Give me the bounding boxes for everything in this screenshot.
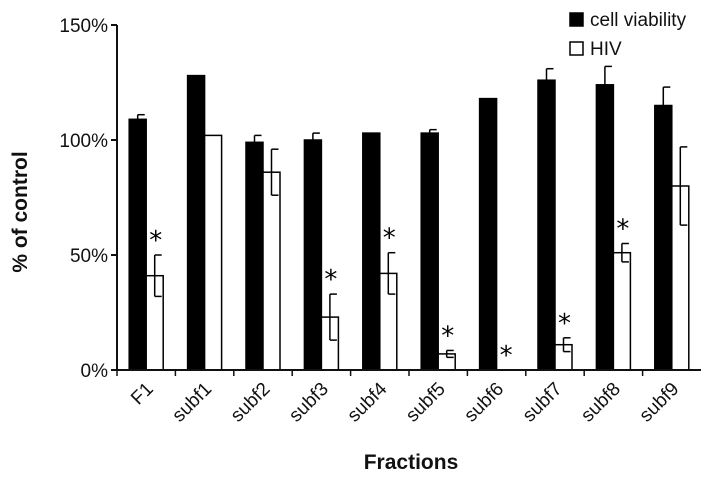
x-axis-title: Fractions bbox=[364, 451, 459, 474]
bar-cell-viability-subf2 bbox=[245, 141, 264, 371]
bar-hiv-subf8 bbox=[612, 251, 632, 371]
x-tick-label-subf2: subf2 bbox=[227, 379, 275, 427]
x-tick-label-f1: F1 bbox=[127, 379, 158, 410]
bar-hiv-subf1 bbox=[203, 134, 223, 371]
significance-markers: * * * * * * * bbox=[149, 215, 629, 372]
x-tick-label-subf6: subf6 bbox=[460, 379, 508, 427]
x-axis-tick-labels: F1 subf1 subf2 subf3 subf4 subf5 subf6 subf7 sub… bbox=[116, 370, 684, 427]
legend-label-cell-viability: cell viability bbox=[590, 10, 687, 31]
bar-cell-viability-subf7 bbox=[537, 79, 556, 371]
bar-cell-viability-subf6 bbox=[478, 97, 498, 371]
x-tick-label-subf8: subf8 bbox=[577, 379, 625, 427]
bar-cell-viability-subf3 bbox=[303, 139, 323, 371]
bar-hiv-subf2 bbox=[262, 171, 281, 371]
bar-cell-viability-subf8 bbox=[595, 84, 615, 371]
y-axis-title: % of control bbox=[9, 151, 32, 272]
x-tick-label-subf4: subf4 bbox=[344, 378, 392, 426]
x-tick-label-subf9: subf9 bbox=[636, 379, 684, 427]
bar-cell-viability-subf5 bbox=[420, 132, 439, 371]
legend-swatch-cell-viability bbox=[569, 12, 584, 27]
bar-cell-viability-subf4 bbox=[362, 132, 381, 371]
significance-star-f1: * bbox=[149, 226, 162, 256]
significance-star-subf7: * bbox=[558, 309, 571, 339]
bar-cell-viability-subf1 bbox=[186, 74, 206, 371]
y-tick-label: 150% bbox=[59, 16, 108, 37]
significance-star-subf6: * bbox=[500, 341, 513, 371]
y-tick-label: 100% bbox=[59, 131, 108, 152]
legend-swatch-hiv bbox=[569, 41, 584, 56]
significance-star-subf4: * bbox=[383, 224, 396, 254]
significance-star-subf3: * bbox=[324, 265, 337, 295]
bar-cell-viability-subf9 bbox=[654, 104, 673, 371]
y-axis-ticks: 0% 50% 100% 150% bbox=[59, 16, 117, 382]
x-tick-label-subf3: subf3 bbox=[285, 379, 333, 427]
bars bbox=[128, 65, 690, 371]
x-tick-label-subf5: subf5 bbox=[402, 379, 450, 427]
legend: cell viability HIV bbox=[569, 10, 687, 60]
y-tick-label: 50% bbox=[70, 246, 108, 267]
x-tick-label-subf7: subf7 bbox=[519, 379, 567, 427]
significance-star-subf5: * bbox=[441, 321, 454, 351]
significance-star-subf8: * bbox=[616, 215, 629, 245]
bar-cell-viability-f1 bbox=[128, 118, 147, 371]
x-tick-label-subf1: subf1 bbox=[168, 379, 216, 427]
legend-label-hiv: HIV bbox=[590, 39, 622, 60]
y-tick-label: 0% bbox=[81, 361, 109, 382]
